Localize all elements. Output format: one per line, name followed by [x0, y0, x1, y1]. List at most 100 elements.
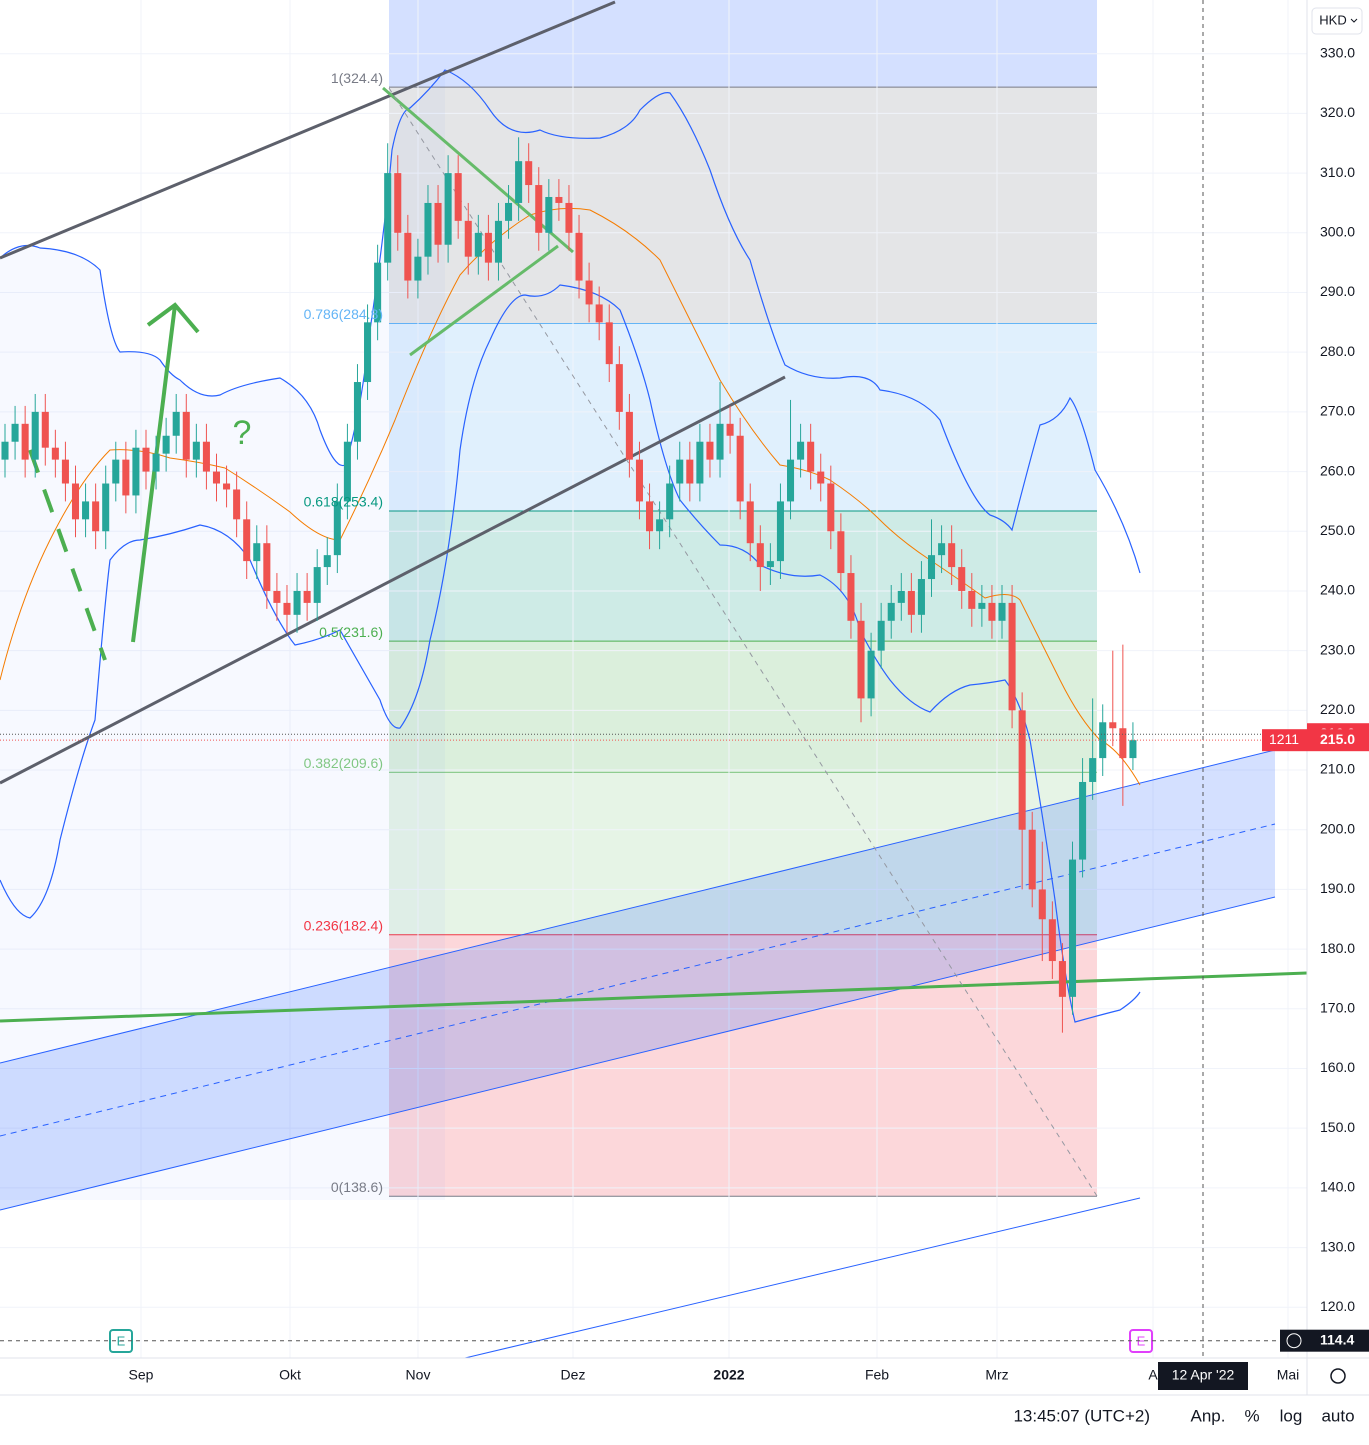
candle-body — [333, 501, 341, 556]
x-tick-label: Dez — [561, 1367, 586, 1383]
bollinger-lower — [0, 284, 1141, 1023]
fib-label: 0.786(284.8) — [304, 306, 383, 322]
y-tick-label: 290.0 — [1320, 283, 1355, 299]
candle-body — [223, 483, 231, 490]
scale-button[interactable]: auto — [1321, 1406, 1354, 1425]
scale-button[interactable]: log — [1280, 1406, 1303, 1425]
y-tick-label: 130.0 — [1320, 1238, 1355, 1254]
y-tick-label: 310.0 — [1320, 164, 1355, 180]
y-tick-label: 170.0 — [1320, 1000, 1355, 1016]
candle-body — [474, 232, 482, 257]
candle-body — [505, 202, 513, 221]
y-tick-label: 240.0 — [1320, 582, 1355, 598]
channel-mid — [0, 823, 1276, 1137]
candle-body — [927, 555, 936, 580]
fib-label: 1(324.4) — [331, 70, 383, 86]
candle-body — [525, 161, 533, 186]
candle-body — [877, 620, 885, 651]
candle-body — [686, 459, 694, 484]
candle-body — [535, 185, 543, 233]
candle-body — [776, 501, 784, 562]
fib-label: 0.5(231.6) — [319, 624, 383, 640]
candle-body — [162, 435, 170, 454]
candle-body — [273, 590, 281, 603]
candle-body — [1099, 722, 1107, 759]
scale-button[interactable]: Anp. — [1191, 1406, 1226, 1425]
candle-body — [766, 561, 774, 568]
candle-body — [847, 573, 855, 621]
x-tick-label: 2022 — [713, 1367, 744, 1383]
candle-body — [293, 590, 301, 615]
y-tick-label: 120.0 — [1320, 1298, 1355, 1314]
candle-body — [1119, 728, 1127, 759]
currency-button[interactable] — [1311, 7, 1363, 35]
scale-button[interactable]: % — [1244, 1406, 1259, 1425]
candle-body — [867, 650, 875, 699]
candle-body — [142, 447, 150, 472]
currency-caret — [1350, 18, 1358, 23]
y-tick-label: 250.0 — [1320, 522, 1355, 538]
y-tick-label: 180.0 — [1320, 940, 1355, 956]
y-tick-label: 160.0 — [1320, 1059, 1355, 1075]
candles — [1, 137, 1137, 1033]
candle-body — [1038, 889, 1046, 920]
candle-body — [817, 471, 825, 484]
candle-body — [182, 411, 190, 460]
candle-body — [555, 196, 563, 203]
channel-fill — [0, 750, 1275, 1210]
candle-body — [253, 543, 261, 562]
candle-body — [394, 173, 402, 233]
bollinger-fill — [0, 70, 445, 1200]
candle-body — [122, 459, 130, 496]
candle-body — [756, 543, 764, 568]
candle-body — [353, 382, 362, 442]
candle-body — [71, 483, 80, 520]
candle-body — [243, 519, 251, 562]
y-tick-label: 220.0 — [1320, 701, 1355, 717]
settings-icon[interactable] — [1330, 1368, 1346, 1384]
candle-body — [1058, 961, 1066, 997]
candle-body — [364, 322, 372, 383]
candle-body — [565, 202, 573, 233]
currency[interactable]: HKD — [1319, 12, 1346, 27]
candle-body — [102, 483, 110, 532]
candle-body — [786, 459, 795, 502]
candle-body — [646, 501, 654, 532]
candle-body — [1068, 859, 1077, 997]
candle-body — [61, 459, 69, 484]
crosshair-label: 114.4 — [1320, 1331, 1354, 1347]
y-tick-label: 200.0 — [1320, 820, 1355, 836]
candle-body — [958, 567, 966, 591]
candle-body — [827, 483, 835, 532]
candle-body — [82, 501, 90, 520]
candle-body — [1018, 710, 1026, 830]
candle-body — [374, 262, 382, 323]
clock: 13:45:07 (UTC+2) — [1013, 1406, 1150, 1425]
fib-zones — [389, 0, 1097, 1197]
crosshair-date-tag — [1158, 1362, 1248, 1390]
support-line — [0, 971, 1308, 1023]
candle-body — [615, 364, 623, 412]
y-tick-label: 270.0 — [1320, 403, 1355, 419]
candle-body — [434, 202, 442, 245]
fib-label: 0.236(182.4) — [304, 917, 383, 933]
candle-body — [706, 441, 714, 460]
fib-zone — [389, 0, 1097, 88]
candle-body — [343, 441, 351, 502]
candle-body — [152, 453, 160, 472]
arrow-head — [146, 302, 200, 334]
candle-body — [172, 411, 180, 436]
add-alert[interactable] — [1286, 1333, 1302, 1349]
y-tick-label: 300.0 — [1320, 224, 1355, 240]
candle-body — [414, 256, 422, 281]
candle-body — [464, 220, 472, 257]
candle-body — [233, 489, 241, 520]
candle-body — [605, 322, 613, 365]
candle-body — [726, 423, 734, 436]
candle-body — [41, 411, 49, 448]
x-tick-label: Okt — [279, 1367, 301, 1383]
y-tick-label: 210.0 — [1320, 761, 1355, 777]
price-tag-label: 215.0 — [1320, 731, 1355, 747]
candle-body — [1079, 781, 1087, 860]
fib-zone — [389, 934, 1097, 1197]
